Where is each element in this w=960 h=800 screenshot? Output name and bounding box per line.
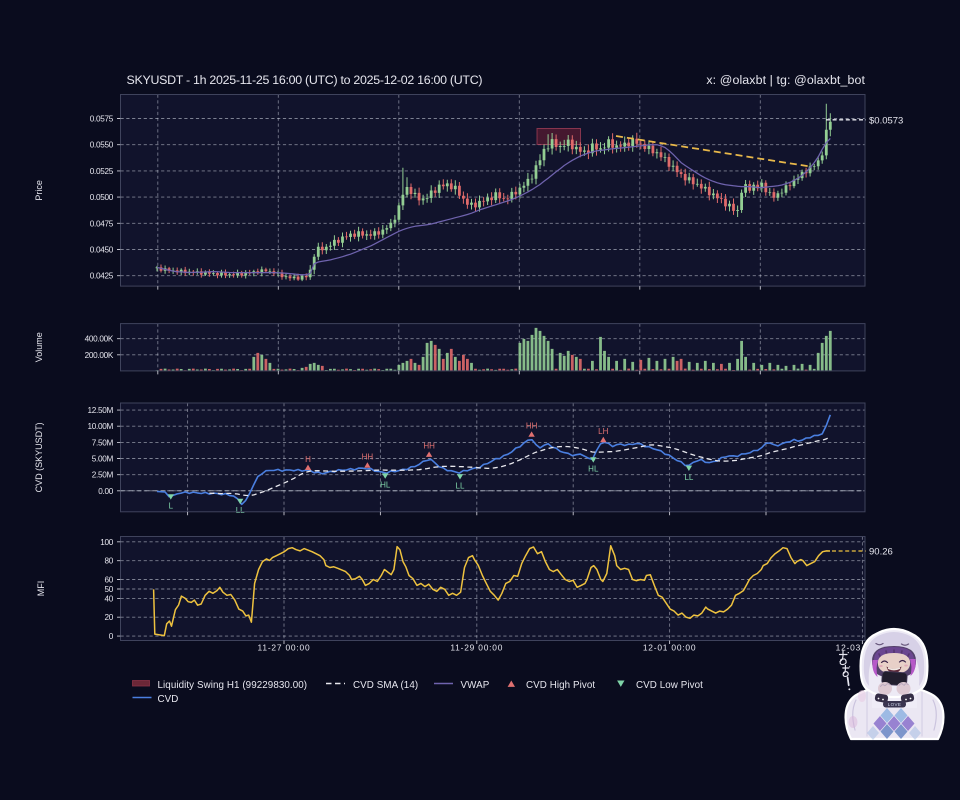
svg-text:0.0450: 0.0450 — [90, 246, 114, 255]
svg-text:0: 0 — [109, 632, 114, 641]
svg-text:LL: LL — [684, 473, 693, 482]
svg-text:HL: HL — [380, 481, 391, 490]
svg-text:0.0475: 0.0475 — [90, 219, 114, 228]
svg-text:$0.0573: $0.0573 — [869, 116, 903, 127]
svg-text:0.00: 0.00 — [98, 487, 113, 496]
svg-text:Price: Price — [34, 180, 44, 201]
svg-text:0.0525: 0.0525 — [90, 167, 114, 176]
svg-text:LOVE: LOVE — [888, 702, 902, 707]
svg-text:Volume: Volume — [34, 332, 44, 362]
svg-text:12-01 00:00: 12-01 00:00 — [643, 643, 697, 653]
svg-text:12-03 00:00: 12-03 00:00 — [836, 643, 890, 653]
svg-text:L: L — [169, 501, 174, 510]
svg-text:CVD High Pivot: CVD High Pivot — [526, 680, 595, 691]
svg-text:40: 40 — [104, 594, 113, 603]
svg-text:CVD (SKYUSDT): CVD (SKYUSDT) — [34, 422, 44, 492]
svg-text:x: @olaxbt | tg: @olaxbt_bot: x: @olaxbt | tg: @olaxbt_bot — [706, 73, 865, 87]
svg-text:HH: HH — [526, 422, 538, 431]
svg-text:CVD Low Pivot: CVD Low Pivot — [636, 680, 703, 691]
svg-text:60: 60 — [104, 576, 113, 585]
svg-text:200.00K: 200.00K — [85, 351, 114, 360]
svg-text:SKYUSDT - 1h 2025-11-25 16:00: SKYUSDT - 1h 2025-11-25 16:00 (UTC) to 2… — [127, 73, 483, 87]
svg-text:VWAP: VWAP — [461, 680, 490, 691]
svg-text:LL: LL — [456, 481, 465, 490]
svg-text:0.0425: 0.0425 — [90, 272, 114, 281]
svg-text:Liquidity Swing H1 (99229830.0: Liquidity Swing H1 (99229830.00) — [158, 680, 308, 691]
svg-text:CVD: CVD — [158, 694, 179, 705]
svg-text:7.50M: 7.50M — [92, 438, 114, 447]
svg-text:0.0500: 0.0500 — [90, 193, 114, 202]
svg-text:5.00M: 5.00M — [92, 455, 114, 464]
svg-text:10.00M: 10.00M — [87, 422, 113, 431]
svg-text:HL: HL — [588, 464, 599, 473]
svg-text:2.50M: 2.50M — [92, 471, 114, 480]
svg-text:H: H — [305, 455, 311, 464]
svg-text:0.0550: 0.0550 — [90, 141, 114, 150]
svg-text:0.0575: 0.0575 — [90, 115, 114, 124]
svg-text:90.26: 90.26 — [869, 547, 893, 558]
svg-text:20: 20 — [104, 613, 113, 622]
svg-text:80: 80 — [104, 557, 113, 566]
svg-text:HH: HH — [362, 453, 374, 462]
svg-text:MFI: MFI — [36, 581, 46, 597]
svg-text:HH: HH — [423, 442, 435, 451]
svg-text:12.50M: 12.50M — [87, 406, 113, 415]
svg-text:CVD SMA (14): CVD SMA (14) — [353, 680, 418, 691]
svg-text:LL: LL — [236, 506, 245, 515]
svg-text:100: 100 — [100, 538, 114, 547]
svg-text:11-27 00:00: 11-27 00:00 — [258, 643, 311, 653]
svg-text:LH: LH — [598, 427, 608, 436]
svg-text:11-29 00:00: 11-29 00:00 — [450, 643, 503, 653]
svg-text:50: 50 — [104, 585, 113, 594]
svg-text:400.00K: 400.00K — [85, 335, 114, 344]
